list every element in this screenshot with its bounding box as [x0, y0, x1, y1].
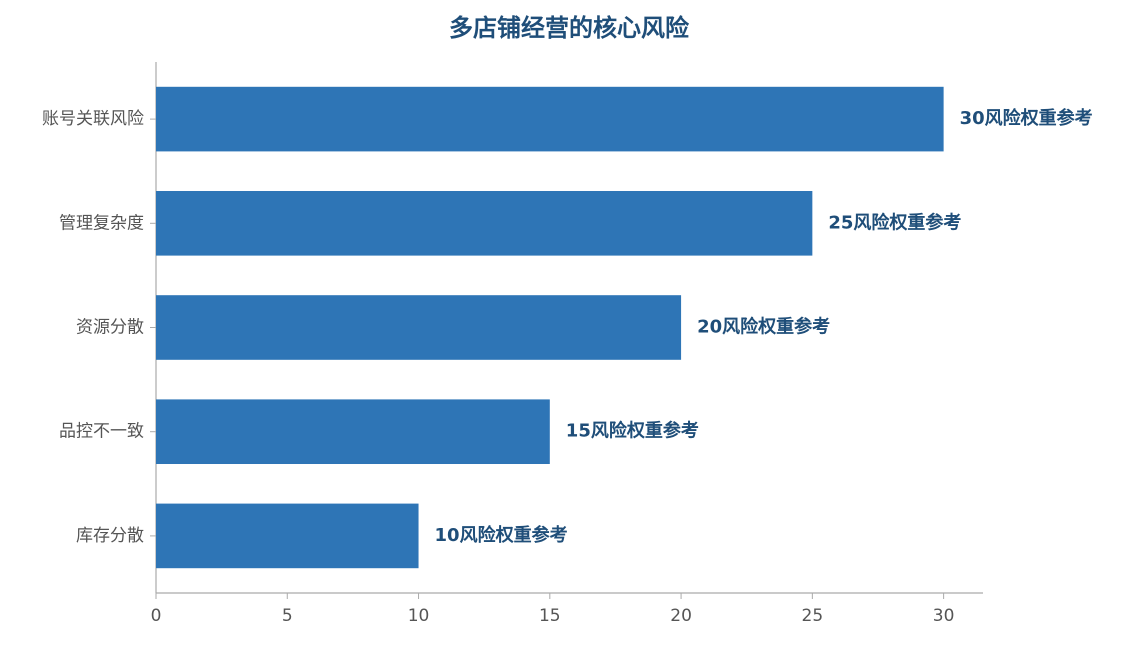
value-label: 20风险权重参考: [697, 316, 830, 338]
bar: [156, 295, 682, 360]
y-tick-label: 资源分散: [76, 318, 144, 338]
y-tick-label: 品控不一致: [59, 422, 144, 442]
bar: [156, 503, 419, 569]
chart-title: 多店铺经营的核心风险: [449, 14, 690, 42]
y-tick-label: 账号关联风险: [42, 109, 144, 129]
x-tick-label: 15: [539, 606, 561, 626]
x-tick-label: 25: [802, 606, 824, 626]
value-label: 10风险权重参考: [435, 524, 568, 546]
y-tick-label: 管理复杂度: [59, 213, 144, 233]
x-tick-label: 10: [408, 606, 430, 626]
x-tick-label: 0: [151, 606, 162, 626]
bar: [156, 399, 550, 465]
bar: [156, 86, 944, 152]
y-tick-label: 库存分散: [76, 526, 144, 546]
bar: [156, 190, 813, 256]
x-tick-label: 20: [670, 606, 692, 626]
value-label: 15风险权重参考: [566, 420, 699, 442]
value-label: 25风险权重参考: [828, 211, 961, 233]
value-label: 30风险权重参考: [960, 107, 1093, 129]
x-tick-label: 30: [933, 606, 955, 626]
x-tick-label: 5: [282, 606, 293, 626]
